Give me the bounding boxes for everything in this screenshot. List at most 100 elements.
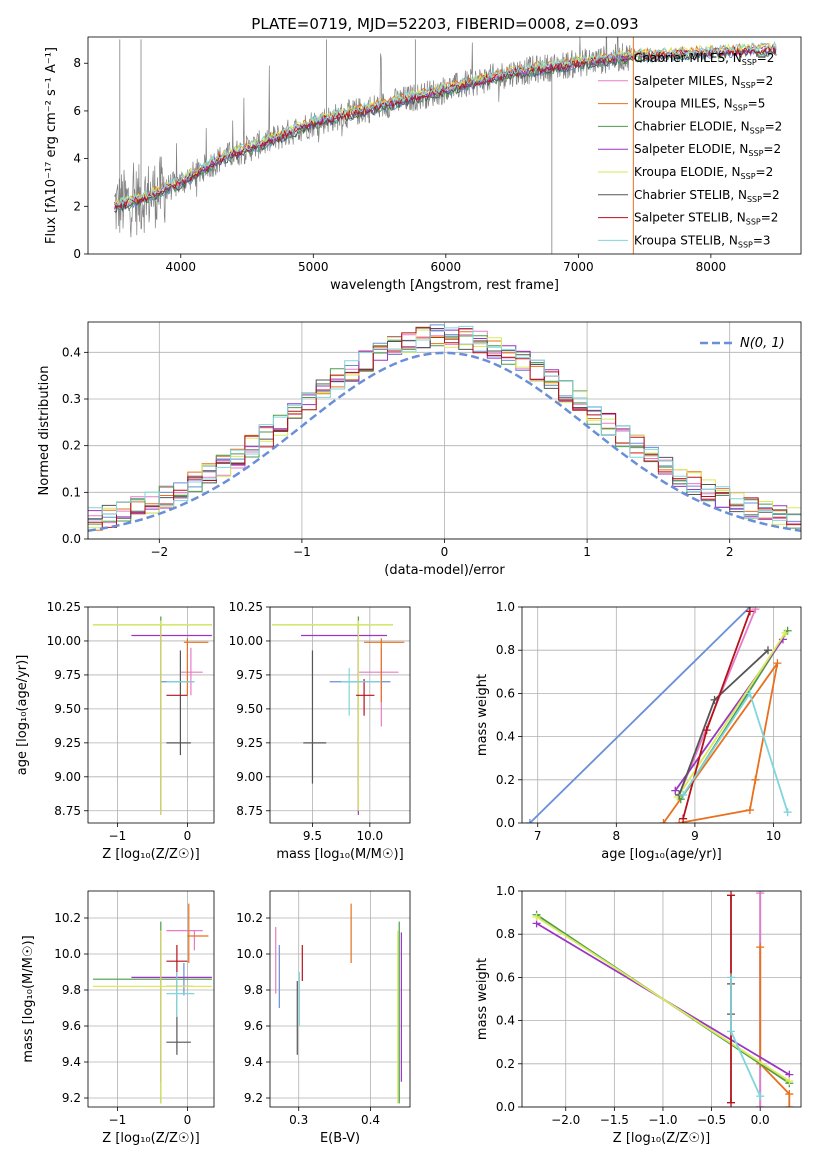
age_vs_mass-panel: 9.5 10.0 8.75 9.00 9.25 9.50 9.75 10.00 10.25 mas… — [229, 600, 411, 862]
x-axis-label: E(B-V) — [320, 1131, 360, 1146]
axes-frame — [269, 890, 411, 1108]
plus-marker — [785, 1077, 794, 1086]
y-tick-label: 8 — [73, 56, 81, 70]
y-axis-label: Flux [fλ10⁻¹⁷ erg cm⁻² s⁻¹ A⁻¹] — [44, 47, 59, 244]
y-tick-label: 9.50 — [54, 702, 81, 716]
y-tick-label: 9.2 — [244, 1091, 263, 1105]
y-tick-label: 10.25 — [229, 600, 263, 614]
y-tick-label: 0.2 — [62, 439, 81, 453]
y-tick-label: 9.4 — [244, 1055, 263, 1069]
axes-frame — [521, 890, 802, 1108]
x-tick-label: 5000 — [298, 260, 329, 274]
spectrum-panel: 4000 5000 6000 7000 8000 0 2 4 6 8 wavelength [Ang… — [44, 36, 802, 293]
plus-marker — [783, 808, 792, 817]
legend-label-normal: N(0, 1) — [740, 336, 785, 351]
legend-label-salpeter_stelib: Salpeter STELIB, NSSP=2 — [634, 211, 778, 227]
y-tick-label: 8.75 — [236, 804, 263, 818]
error-point-salpeter_stelib — [356, 679, 375, 716]
axes-frame — [521, 606, 802, 824]
plus-marker — [745, 607, 754, 616]
plus-marker — [727, 1027, 736, 1036]
residual-histogram-kroupa_stelib — [88, 325, 801, 521]
y-tick-label: 9.25 — [54, 736, 81, 750]
weight-line-kroupa_stelib — [727, 973, 765, 1101]
y-axis-label: mass [log₁₀(M/M☉)] — [21, 935, 36, 1062]
x-tick-label: 0 — [184, 829, 192, 843]
y-tick-label: 0.3 — [62, 392, 81, 406]
y-tick-label: 0.2 — [496, 773, 515, 787]
weight-line-kroupa_elodie — [532, 912, 794, 1086]
model-spectrum-kroupa_stelib — [114, 40, 777, 206]
error-point-kroupa_miles — [364, 638, 405, 703]
axes-frame — [87, 321, 802, 540]
model-spectrum-salpeter_stelib — [114, 43, 777, 210]
x-tick-label: 9 — [691, 829, 699, 843]
y-tick-label: 0.8 — [496, 927, 515, 941]
legend-label-chabrier_elodie: Chabrier ELODIE, NSSP=2 — [634, 119, 782, 135]
x-tick-label: −2.0 — [551, 1113, 580, 1127]
x-tick-label: −1.0 — [648, 1113, 677, 1127]
legend-label-salpeter_miles: Salpeter MILES, NSSP=2 — [634, 74, 773, 90]
y-tick-label: 10.0 — [54, 947, 81, 961]
plus-marker — [781, 628, 790, 637]
y-tick-label: 0.0 — [496, 816, 515, 830]
plot-area — [92, 616, 212, 815]
plot-area — [272, 616, 405, 815]
axes-frame — [87, 606, 215, 824]
y-tick-label: 10.0 — [236, 947, 263, 961]
x-tick-label: −2 — [150, 545, 168, 559]
y-axis-label: mass weight — [475, 958, 490, 1040]
plus-marker — [679, 814, 688, 823]
x-tick-label: 9.5 — [303, 829, 322, 843]
y-tick-label: 0.0 — [62, 532, 81, 546]
plus-marker — [756, 1103, 765, 1107]
y-tick-label: 9.00 — [54, 770, 81, 784]
plot-area — [114, 37, 777, 254]
y-tick-label: 0.6 — [496, 686, 515, 700]
y-tick-label: 10.2 — [236, 911, 263, 925]
x-tick-label: −1 — [293, 545, 311, 559]
age_vs_Z-panel: −1 0 8.75 9.00 9.25 9.50 9.75 10.00 10.25 Z [log₁… — [15, 600, 215, 862]
residual-histogram-chabrier_stelib — [88, 328, 801, 520]
x-tick-label: 0.4 — [361, 1113, 380, 1127]
plot-area — [92, 903, 212, 1104]
y-tick-label: 9.25 — [236, 736, 263, 750]
y-tick-label: 0.6 — [496, 970, 515, 984]
x-tick-label: 1 — [583, 545, 591, 559]
error-point-salpeter_miles — [180, 647, 203, 696]
plus-marker — [745, 806, 754, 815]
y-tick-label: 9.75 — [54, 668, 81, 682]
y-tick-label: 1.0 — [496, 884, 515, 898]
plus-marker — [756, 891, 765, 898]
plus-marker — [773, 659, 782, 668]
legend-label-chabrier_stelib: Chabrier STELIB, NSSP=2 — [634, 188, 780, 204]
plus-marker — [751, 775, 760, 784]
plus-marker — [727, 1098, 736, 1107]
plot-area — [525, 607, 792, 823]
x-tick-label: 6000 — [431, 260, 462, 274]
x-axis-label: Z [log₁₀(Z/Z☉)] — [102, 847, 199, 862]
axes-frame — [87, 890, 215, 1108]
x-axis-label: mass [log₁₀(M/M☉)] — [276, 847, 403, 862]
plot-area — [88, 324, 801, 533]
weight-path — [759, 947, 791, 1107]
plus-marker — [727, 973, 736, 982]
y-tick-label: 10.25 — [47, 600, 81, 614]
error-point-kroupa_miles — [183, 638, 209, 696]
weight-line-salpeter_stelib — [679, 607, 754, 823]
error-point-kroupa_stelib — [341, 668, 382, 716]
plus-marker — [751, 607, 760, 614]
residuals-panel: −2 −1 0 1 2 0.0 0.1 0.2 0.3 0.4 (data-model)/error… — [37, 321, 802, 578]
x-axis-label: (data-model)/error — [384, 563, 505, 578]
plus-marker — [675, 819, 684, 823]
x-tick-label: 8 — [612, 829, 620, 843]
weight-path — [529, 607, 751, 823]
error-point-kroupa_elodie — [272, 620, 393, 811]
y-tick-label: 4 — [73, 152, 81, 166]
plus-marker — [702, 726, 711, 735]
spectrum-legend: Chabrier MILES, NSSP=2 Salpeter MILES, NS… — [598, 51, 782, 249]
plus-marker — [532, 912, 541, 921]
axes-frame — [87, 36, 802, 255]
plus-marker — [785, 1103, 794, 1107]
